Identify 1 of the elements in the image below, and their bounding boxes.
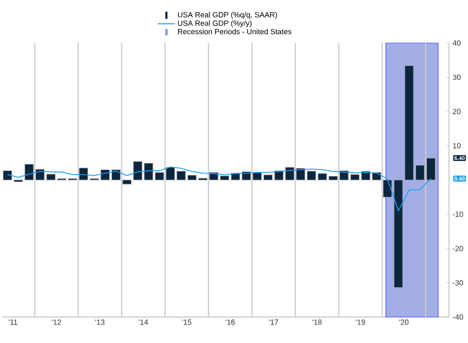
bar xyxy=(426,158,436,180)
